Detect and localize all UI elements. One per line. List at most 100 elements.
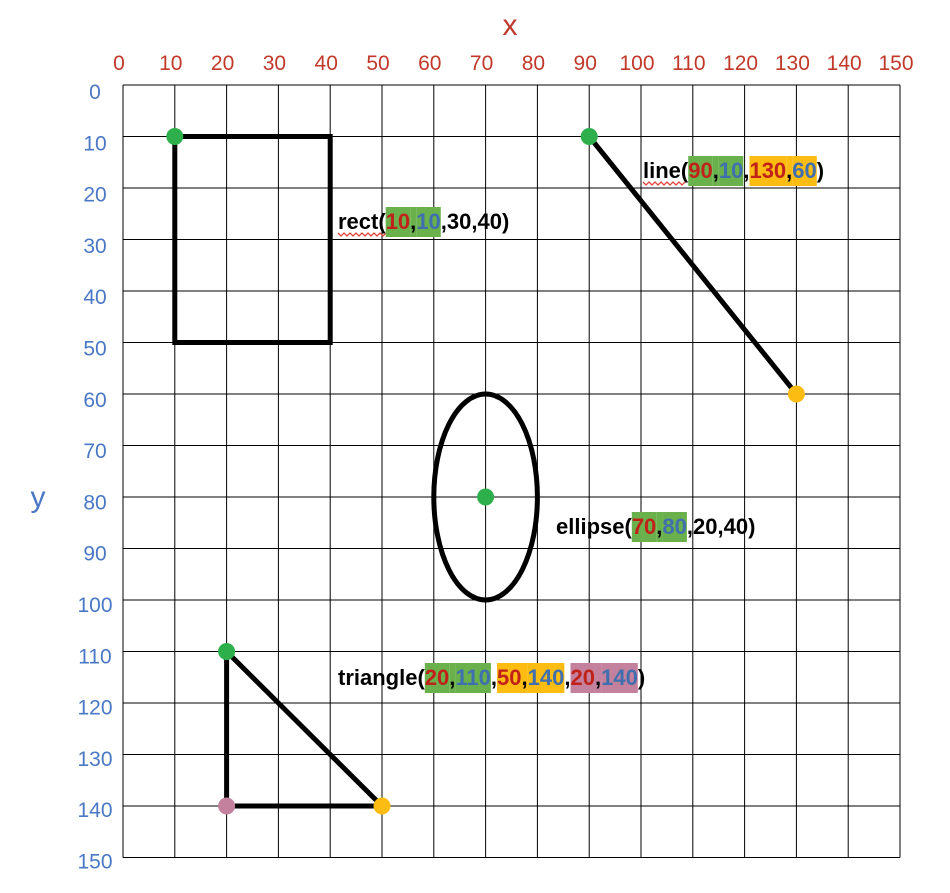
label-highlight [631, 512, 657, 542]
label-segment: ,20,40) [687, 514, 756, 539]
label-highlight [601, 663, 638, 693]
label-highlight [662, 512, 687, 542]
rect-code-label: rect(10, 10,30,40) [337, 207, 510, 237]
label-highlight [656, 512, 663, 542]
x-tick-label: 130 [775, 52, 810, 75]
label-highlight [688, 156, 713, 186]
label-highlight [424, 663, 450, 693]
ellipse-center-point [477, 488, 495, 506]
spellcheck-underline [642, 181, 686, 186]
x-tick-label: 30 [263, 52, 286, 75]
label-segment: ) [638, 665, 645, 690]
triangle-code-label: triangle(20, 110, 50, 140, 20, 140) [338, 663, 645, 693]
y-tick-label: 30 [83, 235, 106, 258]
label-highlight [521, 663, 528, 693]
x-axis-title: x [503, 9, 518, 42]
label-segment: 10 [719, 158, 743, 183]
spellcheck-underline [337, 232, 387, 237]
label-segment: line( [643, 158, 689, 183]
x-tick-label: 80 [522, 52, 545, 75]
label-segment: , [786, 158, 792, 183]
x-axis-ticks: 0 10 20 30 40 50 60 70 80 90 100 110 120 130 140 150 [113, 52, 913, 75]
label-highlight [527, 663, 565, 693]
label-segment: 10 [416, 209, 440, 234]
x-tick-label: 120 [723, 52, 758, 75]
label-segment: rect( [338, 209, 386, 234]
label-segment: , [449, 665, 455, 690]
ellipse-code-label: ellipse(70, 80,20,40) [556, 512, 755, 542]
y-tick-label: 0 [89, 81, 101, 104]
label-segment: triangle( [338, 665, 425, 690]
y-axis-title: y [31, 481, 46, 514]
code-labels: rect(10, 10,30,40)line(90, 10, 130, 60)ellip… [337, 156, 824, 693]
line-start-point [580, 128, 598, 145]
label-segment: , [491, 665, 497, 690]
triangle-point-1 [218, 643, 236, 660]
line-code-label: line(90, 10, 130, 60) [642, 156, 824, 186]
x-tick-label: 100 [619, 52, 654, 75]
label-segment: , [595, 665, 601, 690]
y-tick-label: 120 [77, 697, 112, 720]
ellipse-shape [431, 391, 540, 603]
label-highlight [570, 663, 595, 693]
label-segment: , [743, 158, 749, 183]
x-tick-label: 50 [366, 52, 389, 75]
label-segment: 60 [792, 158, 816, 183]
label-segment: 20 [570, 665, 594, 690]
rect-corner-point [166, 128, 184, 145]
label-segment: 90 [688, 158, 712, 183]
y-tick-label: 100 [77, 594, 112, 617]
y-tick-label: 10 [83, 132, 106, 155]
y-tick-label: 90 [83, 543, 106, 566]
label-segment: , [522, 665, 528, 690]
label-segment: ,30,40) [441, 209, 510, 234]
x-tick-label: 10 [159, 52, 182, 75]
rectangle-shape [172, 134, 333, 345]
x-tick-label: 60 [418, 52, 441, 75]
x-tick-label: 110 [672, 52, 705, 75]
label-segment: 70 [632, 514, 656, 539]
y-tick-label: 60 [83, 389, 106, 412]
grid [122, 84, 901, 858]
x-tick-label: 0 [113, 52, 125, 75]
label-highlight [718, 156, 744, 186]
label-segment: 80 [662, 514, 686, 539]
x-tick-label: 150 [878, 52, 913, 75]
label-highlight [455, 663, 491, 693]
label-segment: , [564, 665, 570, 690]
label-highlight [792, 156, 817, 186]
label-segment: , [656, 514, 662, 539]
label-highlight [594, 663, 602, 693]
x-tick-label: 70 [470, 52, 493, 75]
label-segment: 110 [455, 665, 491, 690]
y-tick-label: 20 [83, 184, 106, 207]
label-segment: ellipse( [556, 514, 632, 539]
y-tick-label: 150 [77, 851, 112, 874]
label-highlight [497, 663, 522, 693]
y-tick-label: 140 [77, 799, 112, 822]
label-segment: 10 [386, 209, 410, 234]
shapes [172, 134, 799, 809]
points [166, 128, 805, 815]
label-segment: 50 [497, 665, 521, 690]
y-tick-label: 70 [83, 440, 106, 463]
label-highlight [385, 207, 411, 237]
x-tick-label: 90 [574, 52, 597, 75]
y-tick-label: 80 [83, 491, 106, 514]
x-tick-label: 140 [827, 52, 862, 75]
label-segment: , [713, 158, 719, 183]
y-tick-label: 130 [77, 748, 112, 771]
label-highlight [416, 207, 441, 237]
label-highlight [449, 663, 456, 693]
x-tick-label: 40 [315, 52, 338, 75]
label-segment: 140 [528, 665, 565, 690]
x-tick-label: 20 [211, 52, 234, 75]
label-segment: 20 [425, 665, 449, 690]
triangle-point-2 [373, 797, 391, 815]
label-highlight [749, 156, 787, 186]
triangle-shape [224, 645, 389, 809]
label-highlight [410, 207, 417, 237]
y-tick-label: 50 [83, 338, 106, 361]
label-segment: 140 [601, 665, 638, 690]
